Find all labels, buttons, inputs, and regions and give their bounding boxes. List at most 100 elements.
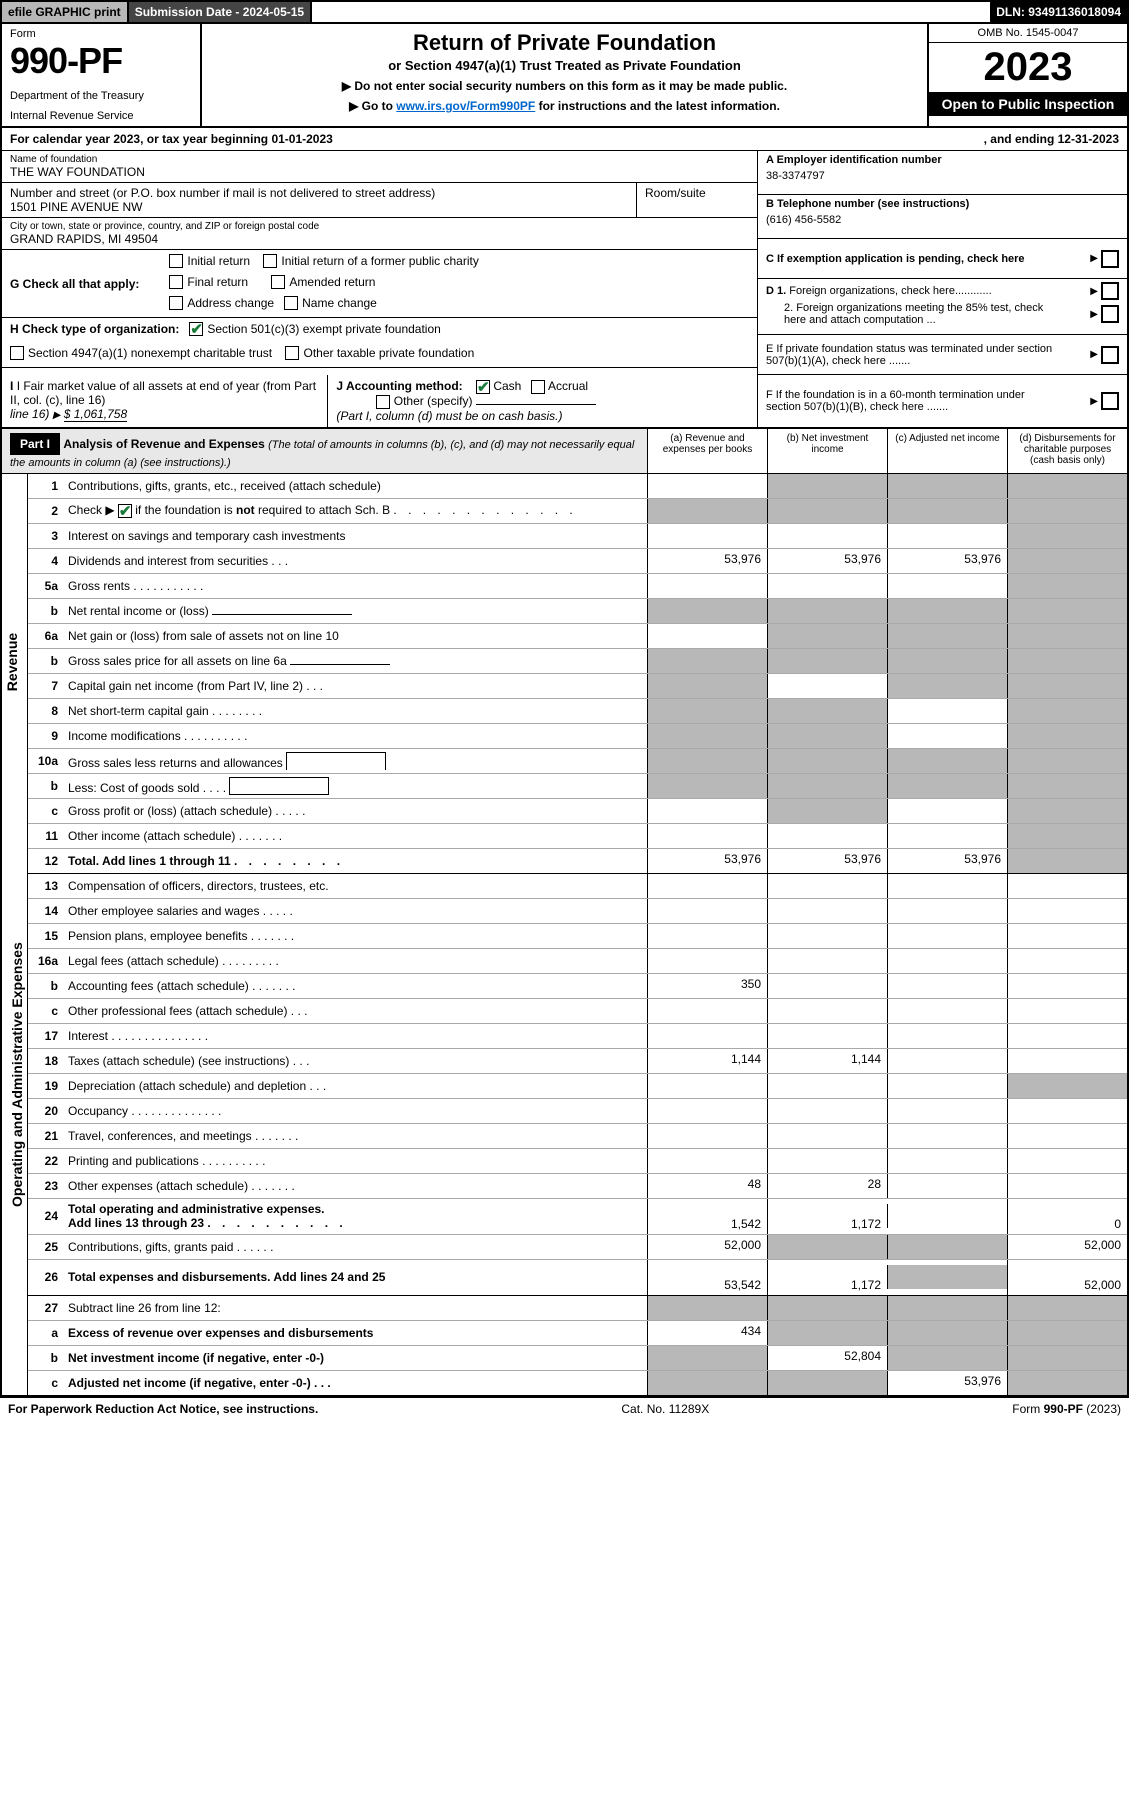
form-ref: Form 990-PF (2023) <box>1012 1402 1121 1416</box>
line-16c: Other professional fees (attach schedule… <box>64 1001 647 1021</box>
open-public: Open to Public Inspection <box>929 92 1127 116</box>
submission-date: Submission Date - 2024-05-15 <box>129 2 312 22</box>
page-footer: For Paperwork Reduction Act Notice, see … <box>0 1397 1129 1420</box>
arrow-icon <box>1090 252 1098 264</box>
line-21: Travel, conferences, and meetings . . . … <box>64 1126 647 1146</box>
line-24: Total operating and administrative expen… <box>64 1199 647 1233</box>
line-5a: Gross rents . . . . . . . . . . . <box>64 576 647 596</box>
accrual-checkbox[interactable] <box>531 380 545 394</box>
line-26: Total expenses and disbursements. Add li… <box>64 1267 647 1287</box>
fmv-value: $ 1,061,758 <box>64 407 127 422</box>
line-25: Contributions, gifts, grants paid . . . … <box>64 1237 647 1257</box>
line-12: Total. Add lines 1 through 11 . . . . . … <box>64 851 647 871</box>
cat-number: Cat. No. 11289X <box>621 1402 709 1416</box>
address-label: Number and street (or P.O. box number if… <box>10 186 628 200</box>
part1-header: Part I Analysis of Revenue and Expenses … <box>2 428 1127 474</box>
line-17: Interest . . . . . . . . . . . . . . . <box>64 1026 647 1046</box>
form-header: Form 990-PF Department of the Treasury I… <box>2 24 1127 128</box>
line-22: Printing and publications . . . . . . . … <box>64 1151 647 1171</box>
goto-note: ▶ Go to www.irs.gov/Form990PF for instru… <box>210 99 919 113</box>
irs-label: Internal Revenue Service <box>10 110 192 122</box>
address-change-checkbox[interactable] <box>169 296 183 310</box>
foreign-org-checkbox[interactable] <box>1101 282 1119 300</box>
exemption-pending-checkbox[interactable] <box>1101 250 1119 268</box>
part1-label: Part I <box>10 433 60 455</box>
dept-treasury: Department of the Treasury <box>10 90 192 102</box>
telephone-label: B Telephone number (see instructions) <box>766 198 1119 210</box>
line-7: Capital gain net income (from Part IV, l… <box>64 676 647 696</box>
section-d2: 2. Foreign organizations meeting the 85%… <box>766 302 1046 326</box>
line-1: Contributions, gifts, grants, etc., rece… <box>64 476 647 496</box>
foundation-name-label: Name of foundation <box>10 154 749 165</box>
line-23: Other expenses (attach schedule) . . . .… <box>64 1176 647 1196</box>
section-f: F If the foundation is in a 60-month ter… <box>766 389 1056 413</box>
line-5b: Net rental income or (loss) <box>64 601 647 621</box>
line-15: Pension plans, employee benefits . . . .… <box>64 926 647 946</box>
schb-checkbox[interactable] <box>118 504 132 518</box>
cash-basis-note: (Part I, column (d) must be on cash basi… <box>336 409 749 423</box>
col-c-header: (c) Adjusted net income <box>887 429 1007 473</box>
irs-link[interactable]: www.irs.gov/Form990PF <box>396 99 535 113</box>
amended-return-checkbox[interactable] <box>271 275 285 289</box>
other-taxable-checkbox[interactable] <box>285 346 299 360</box>
cash-checkbox[interactable] <box>476 380 490 394</box>
other-method-checkbox[interactable] <box>376 395 390 409</box>
revenue-section: Revenue 1Contributions, gifts, grants, e… <box>2 474 1127 874</box>
tax-year: 2023 <box>929 43 1127 92</box>
form-subtitle: or Section 4947(a)(1) Trust Treated as P… <box>210 58 919 73</box>
line-27c: Adjusted net income (if negative, enter … <box>64 1373 647 1393</box>
line-3: Interest on savings and temporary cash i… <box>64 526 647 546</box>
section-d1: D 1. Foreign organizations, check here..… <box>766 285 992 297</box>
street-address: 1501 PINE AVENUE NW <box>10 200 628 214</box>
entity-info: Name of foundation THE WAY FOUNDATION Nu… <box>2 151 1127 375</box>
ein-label: A Employer identification number <box>766 154 1119 166</box>
initial-public-checkbox[interactable] <box>263 254 277 268</box>
ein-value: 38-3374797 <box>766 170 1119 182</box>
60month-checkbox[interactable] <box>1101 392 1119 410</box>
col-d-header: (d) Disbursements for charitable purpose… <box>1007 429 1127 473</box>
foreign-85-checkbox[interactable] <box>1101 305 1119 323</box>
line-14: Other employee salaries and wages . . . … <box>64 901 647 921</box>
terminated-checkbox[interactable] <box>1101 346 1119 364</box>
paperwork-notice: For Paperwork Reduction Act Notice, see … <box>8 1402 318 1416</box>
line-2: Check ▶ if the foundation is not require… <box>64 500 647 521</box>
line-16b: Accounting fees (attach schedule) . . . … <box>64 976 647 996</box>
foundation-name: THE WAY FOUNDATION <box>10 165 749 179</box>
section-e: E If private foundation status was termi… <box>766 343 1056 367</box>
form-title: Return of Private Foundation <box>210 30 919 56</box>
line-20: Occupancy . . . . . . . . . . . . . . <box>64 1101 647 1121</box>
dln-number: DLN: 93491136018094 <box>990 2 1127 22</box>
line-11: Other income (attach schedule) . . . . .… <box>64 826 647 846</box>
line-16a: Legal fees (attach schedule) . . . . . .… <box>64 951 647 971</box>
calendar-year-row: For calendar year 2023, or tax year begi… <box>2 128 1127 151</box>
expenses-section: Operating and Administrative Expenses 13… <box>2 874 1127 1395</box>
expenses-side-label: Operating and Administrative Expenses <box>9 957 25 1207</box>
form-number: 990-PF <box>10 40 192 82</box>
4947-checkbox[interactable] <box>10 346 24 360</box>
room-label: Room/suite <box>645 186 749 200</box>
line-4: Dividends and interest from securities .… <box>64 551 647 571</box>
line-10b: Less: Cost of goods sold . . . . <box>64 774 647 798</box>
final-return-checkbox[interactable] <box>169 275 183 289</box>
revenue-side-label: Revenue <box>4 632 20 692</box>
city-label: City or town, state or province, country… <box>10 221 749 232</box>
line-8: Net short-term capital gain . . . . . . … <box>64 701 647 721</box>
section-g: G Check all that apply: Initial return I… <box>2 250 757 318</box>
telephone-value: (616) 456-5582 <box>766 214 1119 226</box>
501c3-checkbox[interactable] <box>189 322 203 336</box>
line-27a: Excess of revenue over expenses and disb… <box>64 1323 647 1343</box>
col-a-header: (a) Revenue and expenses per books <box>647 429 767 473</box>
efile-print-label[interactable]: efile GRAPHIC print <box>2 2 129 22</box>
name-change-checkbox[interactable] <box>284 296 298 310</box>
line-6b: Gross sales price for all assets on line… <box>64 651 647 671</box>
section-h: H Check type of organization: Section 50… <box>2 318 757 368</box>
ssn-warning: ▶ Do not enter social security numbers o… <box>210 79 919 93</box>
initial-return-checkbox[interactable] <box>169 254 183 268</box>
section-ij: I I Fair market value of all assets at e… <box>2 375 1127 428</box>
line-10a: Gross sales less returns and allowances <box>64 749 647 773</box>
top-bar: efile GRAPHIC print Submission Date - 20… <box>2 2 1127 24</box>
city-state-zip: GRAND RAPIDS, MI 49504 <box>10 232 749 246</box>
omb-number: OMB No. 1545-0047 <box>929 24 1127 43</box>
line-6a: Net gain or (loss) from sale of assets n… <box>64 626 647 646</box>
form-label: Form <box>10 28 192 40</box>
